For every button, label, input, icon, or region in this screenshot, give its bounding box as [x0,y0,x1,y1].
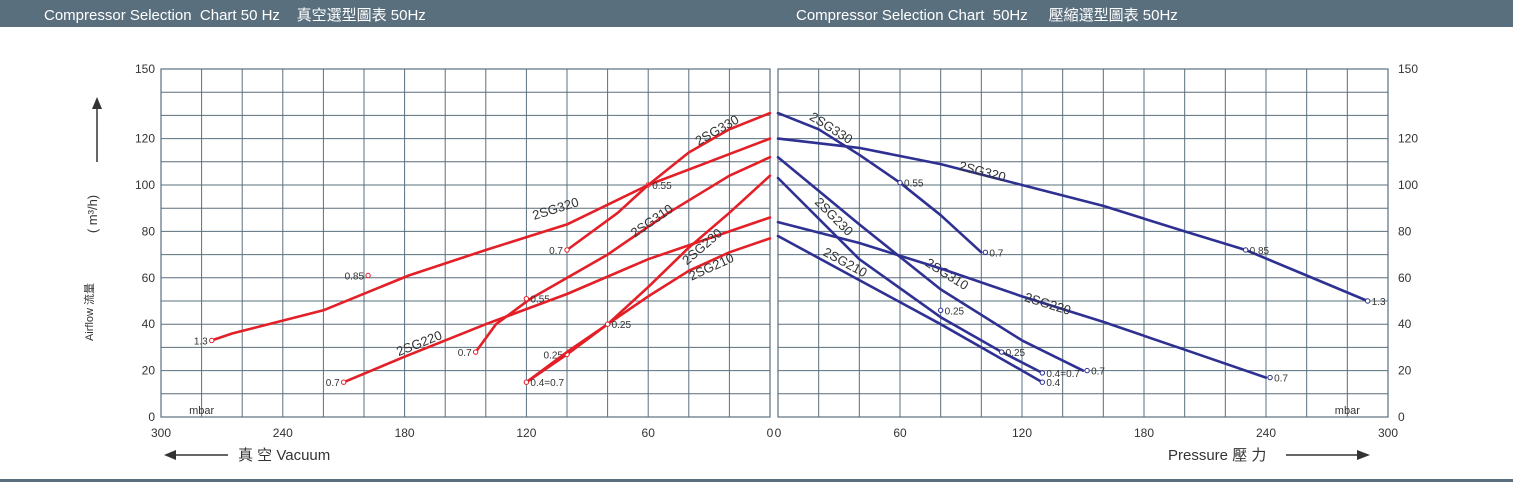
vacuum-series-2sg210 [525,237,772,384]
pressure-point-marker [1039,370,1046,376]
pressure-point-label: 0.85 [1250,246,1270,257]
pressure-point-marker [937,307,944,313]
vacuum-y-tick-label: 40 [142,317,156,331]
pressure-series-2sg230 [776,176,1044,375]
pressure-series-label-2sg310: 2SG310 [923,255,971,293]
pressure-point-marker [1364,298,1371,304]
vacuum-point-label: 0.25 [612,320,632,331]
vacuum-point-label: 0.7 [549,246,563,257]
vacuum-series-label-2sg330: 2SG330 [693,112,742,149]
vacuum-point-label: 0.25 [544,350,564,361]
pressure-x-tick-label: 0 [775,426,782,440]
vacuum-axis-title: 真 空 Vacuum [238,446,330,464]
header-banner: Compressor Selection Chart 50 Hz 真空選型圖表 … [0,0,1513,27]
pressure-point-label: 0.55 [904,179,924,190]
vacuum-y-tick-label: 120 [135,132,155,146]
pressure-x-tick-label: 120 [1012,426,1032,440]
compressor-selection-chart: 300 240 180 120 60 0020406080100120150mbar2SG… [82,62,1418,464]
pressure-series-2sg220 [776,220,1268,379]
pressure-plot-frame [777,68,1389,418]
vacuum-x-tick-label: 60 [642,426,656,440]
vacuum-series-2sg320 [210,137,772,342]
vacuum-y-tick-label: 60 [142,271,156,285]
vacuum-series-label-2sg320: 2SG320 [531,194,581,223]
pressure-point-marker [1039,379,1046,385]
pressure-y-tick-label: 0 [1398,410,1405,424]
vacuum-x-tick-label: 0 [767,426,774,440]
pressure-chart-title: Compressor Selection Chart 50Hz 壓縮選型圖表 5… [796,7,1178,24]
airflow-axis-arrow-head [92,97,102,109]
vacuum-series-2sg330 [565,111,772,252]
vacuum-series-label-2sg220: 2SG220 [394,327,444,359]
vacuum-axis-arrow-head [164,450,176,460]
pressure-point-marker [897,179,903,186]
pressure-point-label: 0.7 [1091,367,1105,378]
vacuum-y-tick-label: 80 [142,224,156,238]
pressure-point-label: 0.25 [945,306,965,317]
vacuum-series-label-2sg310: 2SG310 [628,201,676,240]
airflow-label: Airflow 流量 [82,283,96,341]
vacuum-point-label: 0.55 [530,295,550,306]
pressure-y-tick-label: 20 [1398,364,1412,378]
pressure-series-2sg320 [776,137,1369,303]
vacuum-y-tick-label: 100 [135,178,155,192]
pressure-y-tick-label: 100 [1398,178,1418,192]
pressure-point-marker [998,349,1005,355]
vacuum-point-label: 1.3 [194,336,208,347]
pressure-y-tick-label: 120 [1398,132,1418,146]
pressure-point-label: 0.4=0.7 [1046,369,1080,380]
vacuum-chart-title: Compressor Selection Chart 50 Hz 真空選型圖表 … [44,7,426,24]
pressure-point-marker [1267,374,1273,381]
airflow-unit-label: ( m³/h) [85,195,100,233]
vacuum-x-tick-label: 120 [516,426,536,440]
vacuum-y-tick-label: 150 [135,62,155,76]
pressure-x-unit-label: mbar [1335,405,1360,417]
vacuum-point-marker [365,272,371,279]
pressure-point-marker [1084,367,1090,374]
pressure-y-tick-label: 40 [1398,317,1412,331]
vacuum-series-2sg310 [474,155,772,354]
pressure-axis-title: Pressure 壓 力 [1168,447,1266,464]
vacuum-y-tick-label: 20 [142,364,156,378]
pressure-y-tick-label: 150 [1398,62,1418,76]
vacuum-series-2sg220 [342,216,772,384]
pressure-point-marker [982,249,989,255]
pressure-point-label: 0.25 [1006,348,1026,359]
pressure-point-label: 0.4 [1046,378,1060,389]
pressure-series-2sg210 [776,234,1044,384]
vacuum-point-label: 0.55 [652,181,672,192]
pressure-x-tick-label: 180 [1134,426,1154,440]
vacuum-point-label: 0.7 [458,348,472,359]
pressure-point-marker [1242,247,1249,253]
vacuum-point-marker [209,337,215,344]
vacuum-point-label: 0.7 [326,378,340,389]
vacuum-x-unit-label: mbar [189,405,214,417]
pressure-axis-arrow-head [1357,450,1370,460]
vacuum-point-marker [604,321,611,327]
vacuum-x-tick-label: 300 [151,426,171,440]
vacuum-point-marker [472,349,479,355]
vacuum-x-tick-label: 180 [395,426,415,440]
pressure-y-tick-label: 60 [1398,271,1412,285]
vacuum-point-marker [523,379,530,385]
footer-bar [0,479,1513,482]
vacuum-point-label: 0.4=0.7 [530,378,564,389]
vacuum-point-marker [341,379,347,385]
pressure-x-tick-label: 240 [1256,426,1276,440]
pressure-series-2sg310 [776,155,1085,372]
vacuum-y-tick-label: 0 [148,410,155,424]
vacuum-x-tick-label: 240 [273,426,293,440]
pressure-series-label-2sg220: 2SG220 [1023,289,1073,318]
pressure-x-tick-label: 60 [893,426,907,440]
pressure-x-tick-label: 300 [1378,426,1398,440]
pressure-point-label: 0.7 [1274,374,1288,385]
pressure-y-tick-label: 80 [1398,224,1412,238]
pressure-point-label: 0.7 [989,248,1003,259]
vacuum-point-marker [564,247,570,253]
vacuum-point-marker [523,295,530,302]
vacuum-point-label: 0.85 [345,271,365,282]
vacuum-plot-frame [160,68,771,418]
pressure-series-2sg330 [776,111,983,254]
pressure-point-label: 1.3 [1372,297,1386,308]
